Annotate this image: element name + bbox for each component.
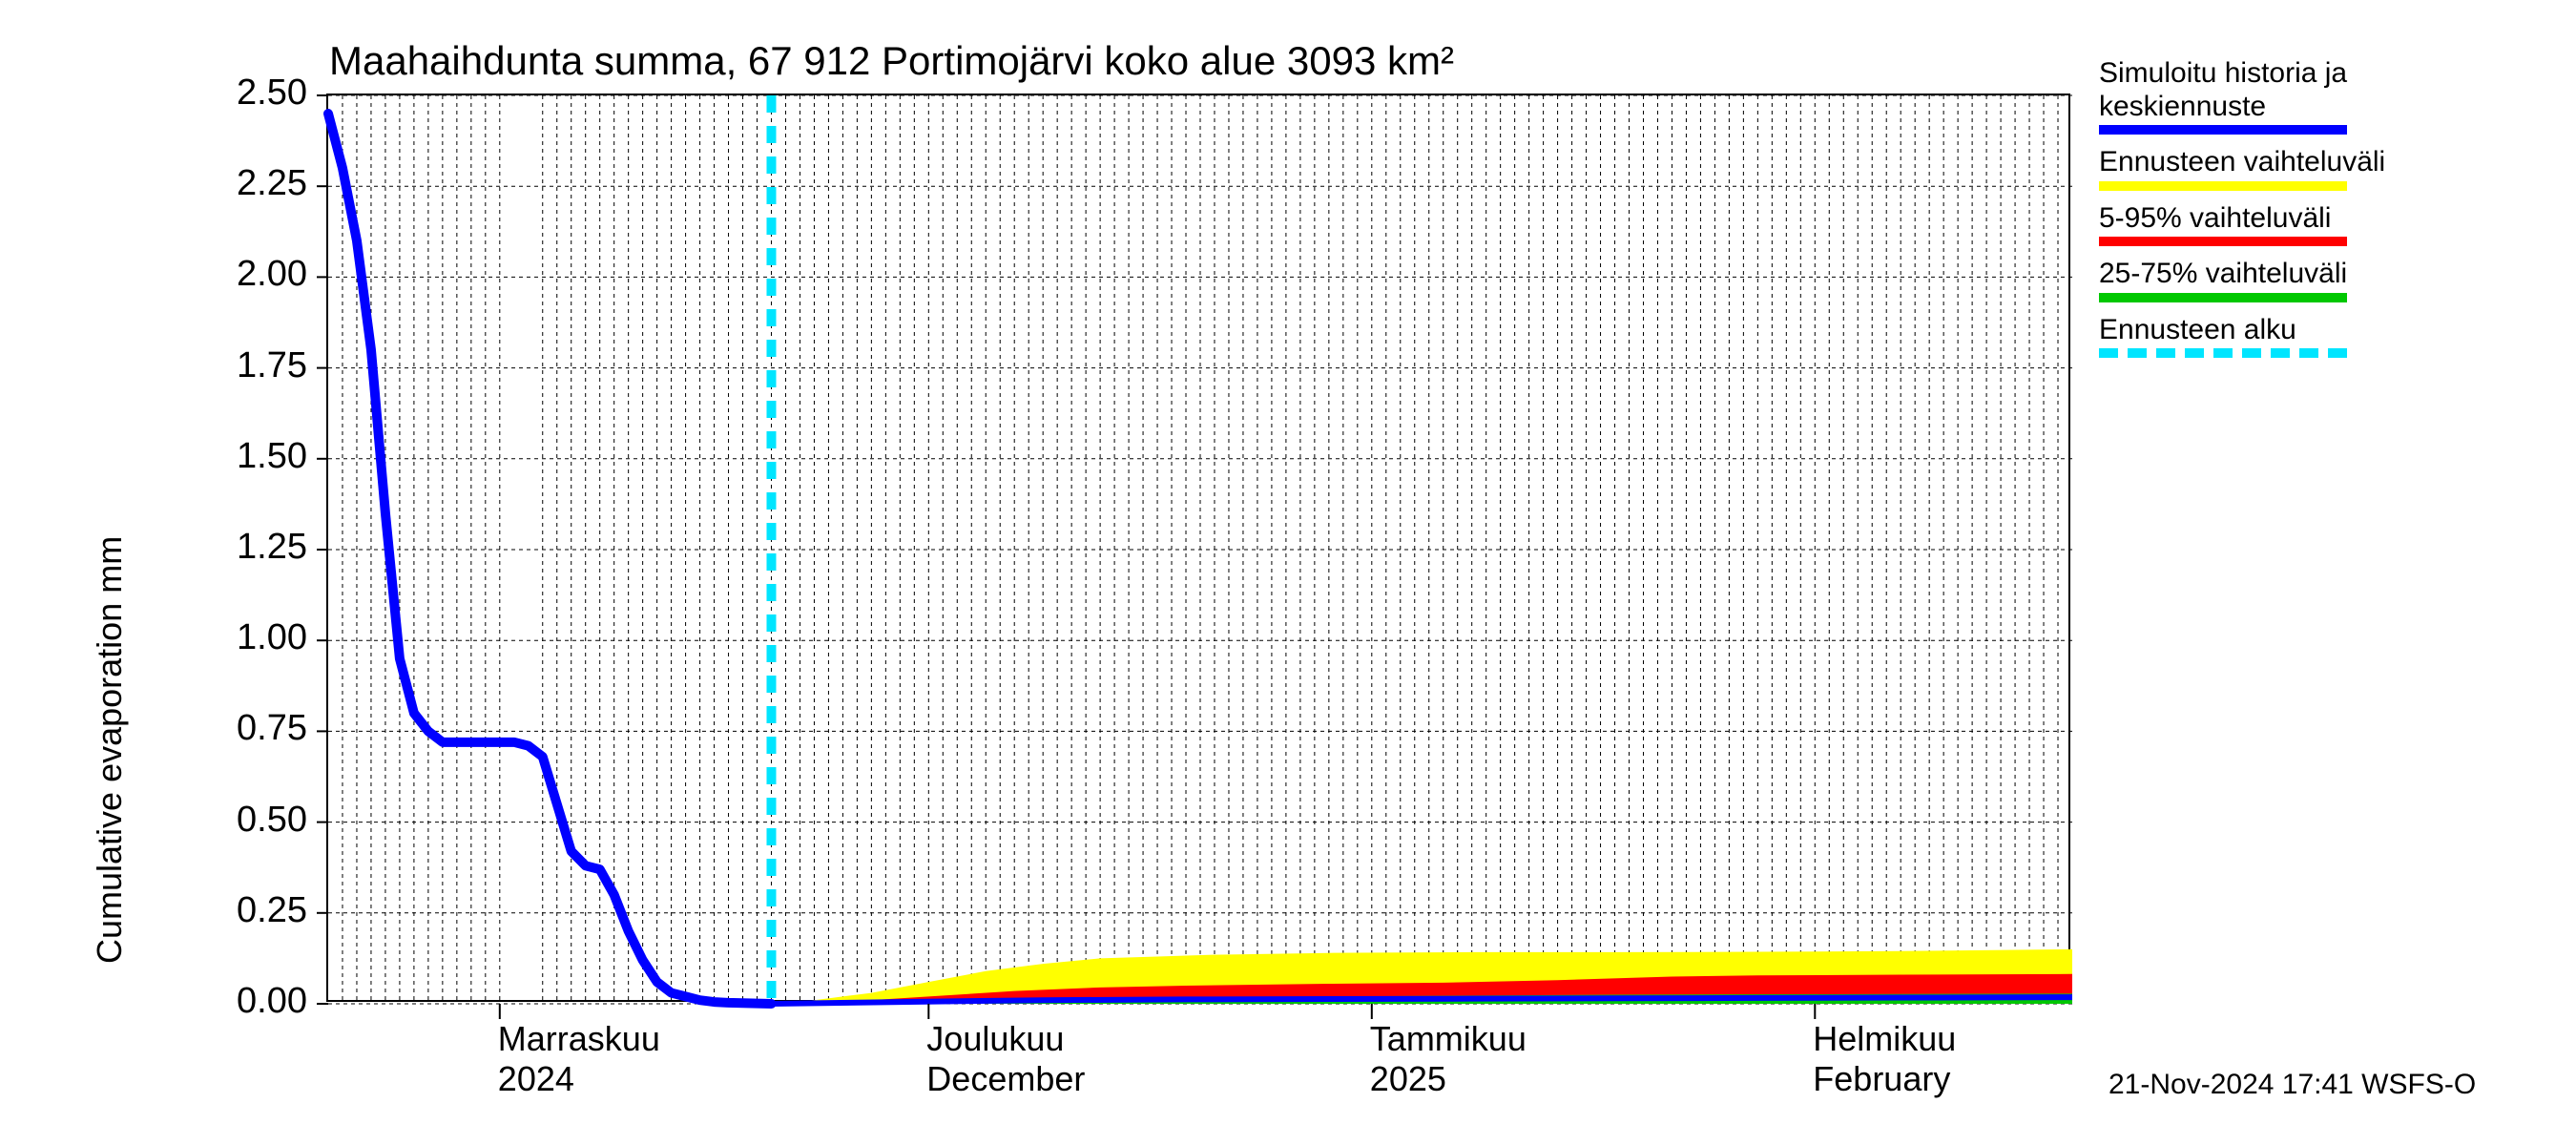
- y-tick-label: 1.50: [202, 436, 307, 477]
- y-tick-label: 0.50: [202, 800, 307, 841]
- y-tick-label: 1.75: [202, 345, 307, 386]
- y-tick-label: 0.25: [202, 890, 307, 931]
- x-tick-label-line1: Tammikuu: [1370, 1019, 1527, 1059]
- legend-swatch: [2099, 348, 2347, 358]
- x-tick-label-line1: Marraskuu: [498, 1019, 660, 1059]
- legend-swatch: [2099, 125, 2347, 135]
- legend: Simuloitu historia jakeskiennuste Ennuste…: [2099, 57, 2385, 369]
- legend-label: keskiennuste: [2099, 91, 2385, 124]
- y-tick-label: 0.75: [202, 708, 307, 749]
- y-tick-label: 2.25: [202, 163, 307, 204]
- x-tick-label-line2: February: [1813, 1059, 1950, 1099]
- legend-swatch: [2099, 293, 2347, 302]
- x-tick-label-line2: December: [926, 1059, 1085, 1099]
- y-tick-label: 2.50: [202, 73, 307, 114]
- x-tick-label-line1: Helmikuu: [1813, 1019, 1956, 1059]
- y-tick-label: 2.00: [202, 254, 307, 295]
- y-tick-label: 0.00: [202, 981, 307, 1022]
- legend-swatch: [2099, 237, 2347, 246]
- legend-entry: 25-75% vaihteluväli: [2099, 258, 2385, 302]
- y-axis-label: Cumulative evaporation mm: [90, 536, 130, 964]
- plot-area: [326, 94, 2070, 1002]
- legend-entry: Ennusteen alku: [2099, 314, 2385, 359]
- legend-label: Ennusteen alku: [2099, 314, 2385, 347]
- legend-label: 5-95% vaihteluväli: [2099, 202, 2385, 236]
- y-tick-label: 1.00: [202, 617, 307, 658]
- plot-svg: [328, 95, 2072, 1004]
- legend-label: Simuloitu historia ja: [2099, 57, 2385, 91]
- chart-title: Maahaihdunta summa, 67 912 Portimojärvi …: [329, 38, 1454, 84]
- legend-swatch: [2099, 181, 2347, 191]
- y-axis-label-container: Cumulative evaporation mm: [48, 0, 105, 1145]
- legend-entry: 5-95% vaihteluväli: [2099, 202, 2385, 247]
- legend-label: 25-75% vaihteluväli: [2099, 258, 2385, 291]
- chart-container: Maahaihdunta summa, 67 912 Portimojärvi …: [0, 0, 2576, 1145]
- x-tick-label-line1: Joulukuu: [926, 1019, 1064, 1059]
- y-tick-label: 1.25: [202, 527, 307, 568]
- legend-entry: Simuloitu historia jakeskiennuste: [2099, 57, 2385, 135]
- legend-label: Ennusteen vaihteluväli: [2099, 146, 2385, 179]
- legend-entry: Ennusteen vaihteluväli: [2099, 146, 2385, 191]
- x-tick-label-line2: 2025: [1370, 1059, 1446, 1099]
- x-tick-label-line2: 2024: [498, 1059, 574, 1099]
- footer-timestamp: 21-Nov-2024 17:41 WSFS-O: [2109, 1069, 2476, 1101]
